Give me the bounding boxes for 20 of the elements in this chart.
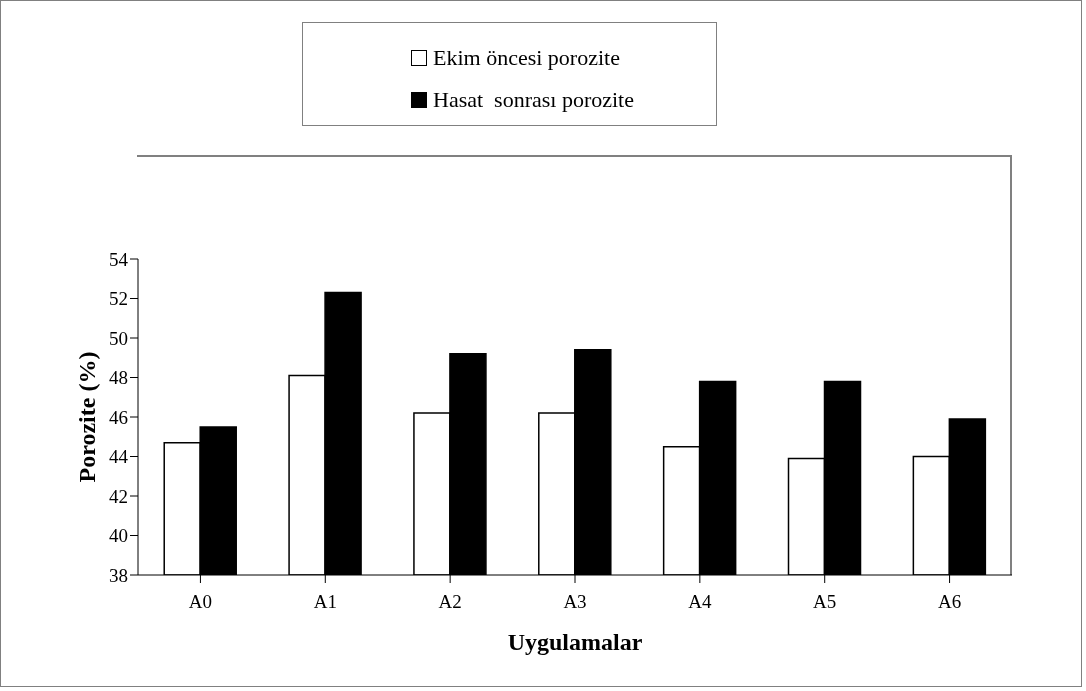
y-tick-label: 54	[109, 248, 129, 270]
x-axis-title: Uygulamalar	[507, 629, 643, 655]
legend-label: Hasat sonrası porozite	[433, 87, 634, 113]
x-tick-label: A1	[313, 591, 337, 613]
x-tick-label: A6	[937, 591, 962, 613]
y-tick-label: 52	[109, 288, 128, 310]
y-tick-label: 50	[109, 327, 128, 349]
y-tick-label: 46	[109, 406, 128, 428]
y-tick-label: 48	[109, 367, 128, 389]
y-tick-label: 42	[109, 485, 128, 507]
x-tick-label: A0	[188, 591, 213, 613]
legend-label: Ekim öncesi porozite	[433, 45, 620, 71]
y-tick-label: 38	[109, 564, 128, 586]
x-tick-label: A4	[688, 591, 712, 613]
y-tick-label: 40	[109, 525, 128, 547]
x-tick-label: A2	[438, 591, 462, 613]
x-tick-label: A5	[813, 591, 837, 613]
y-tick-label: 44	[109, 446, 129, 468]
x-tick-label: A3	[563, 591, 587, 613]
y-axis-title: Porozite (%)	[73, 351, 100, 483]
